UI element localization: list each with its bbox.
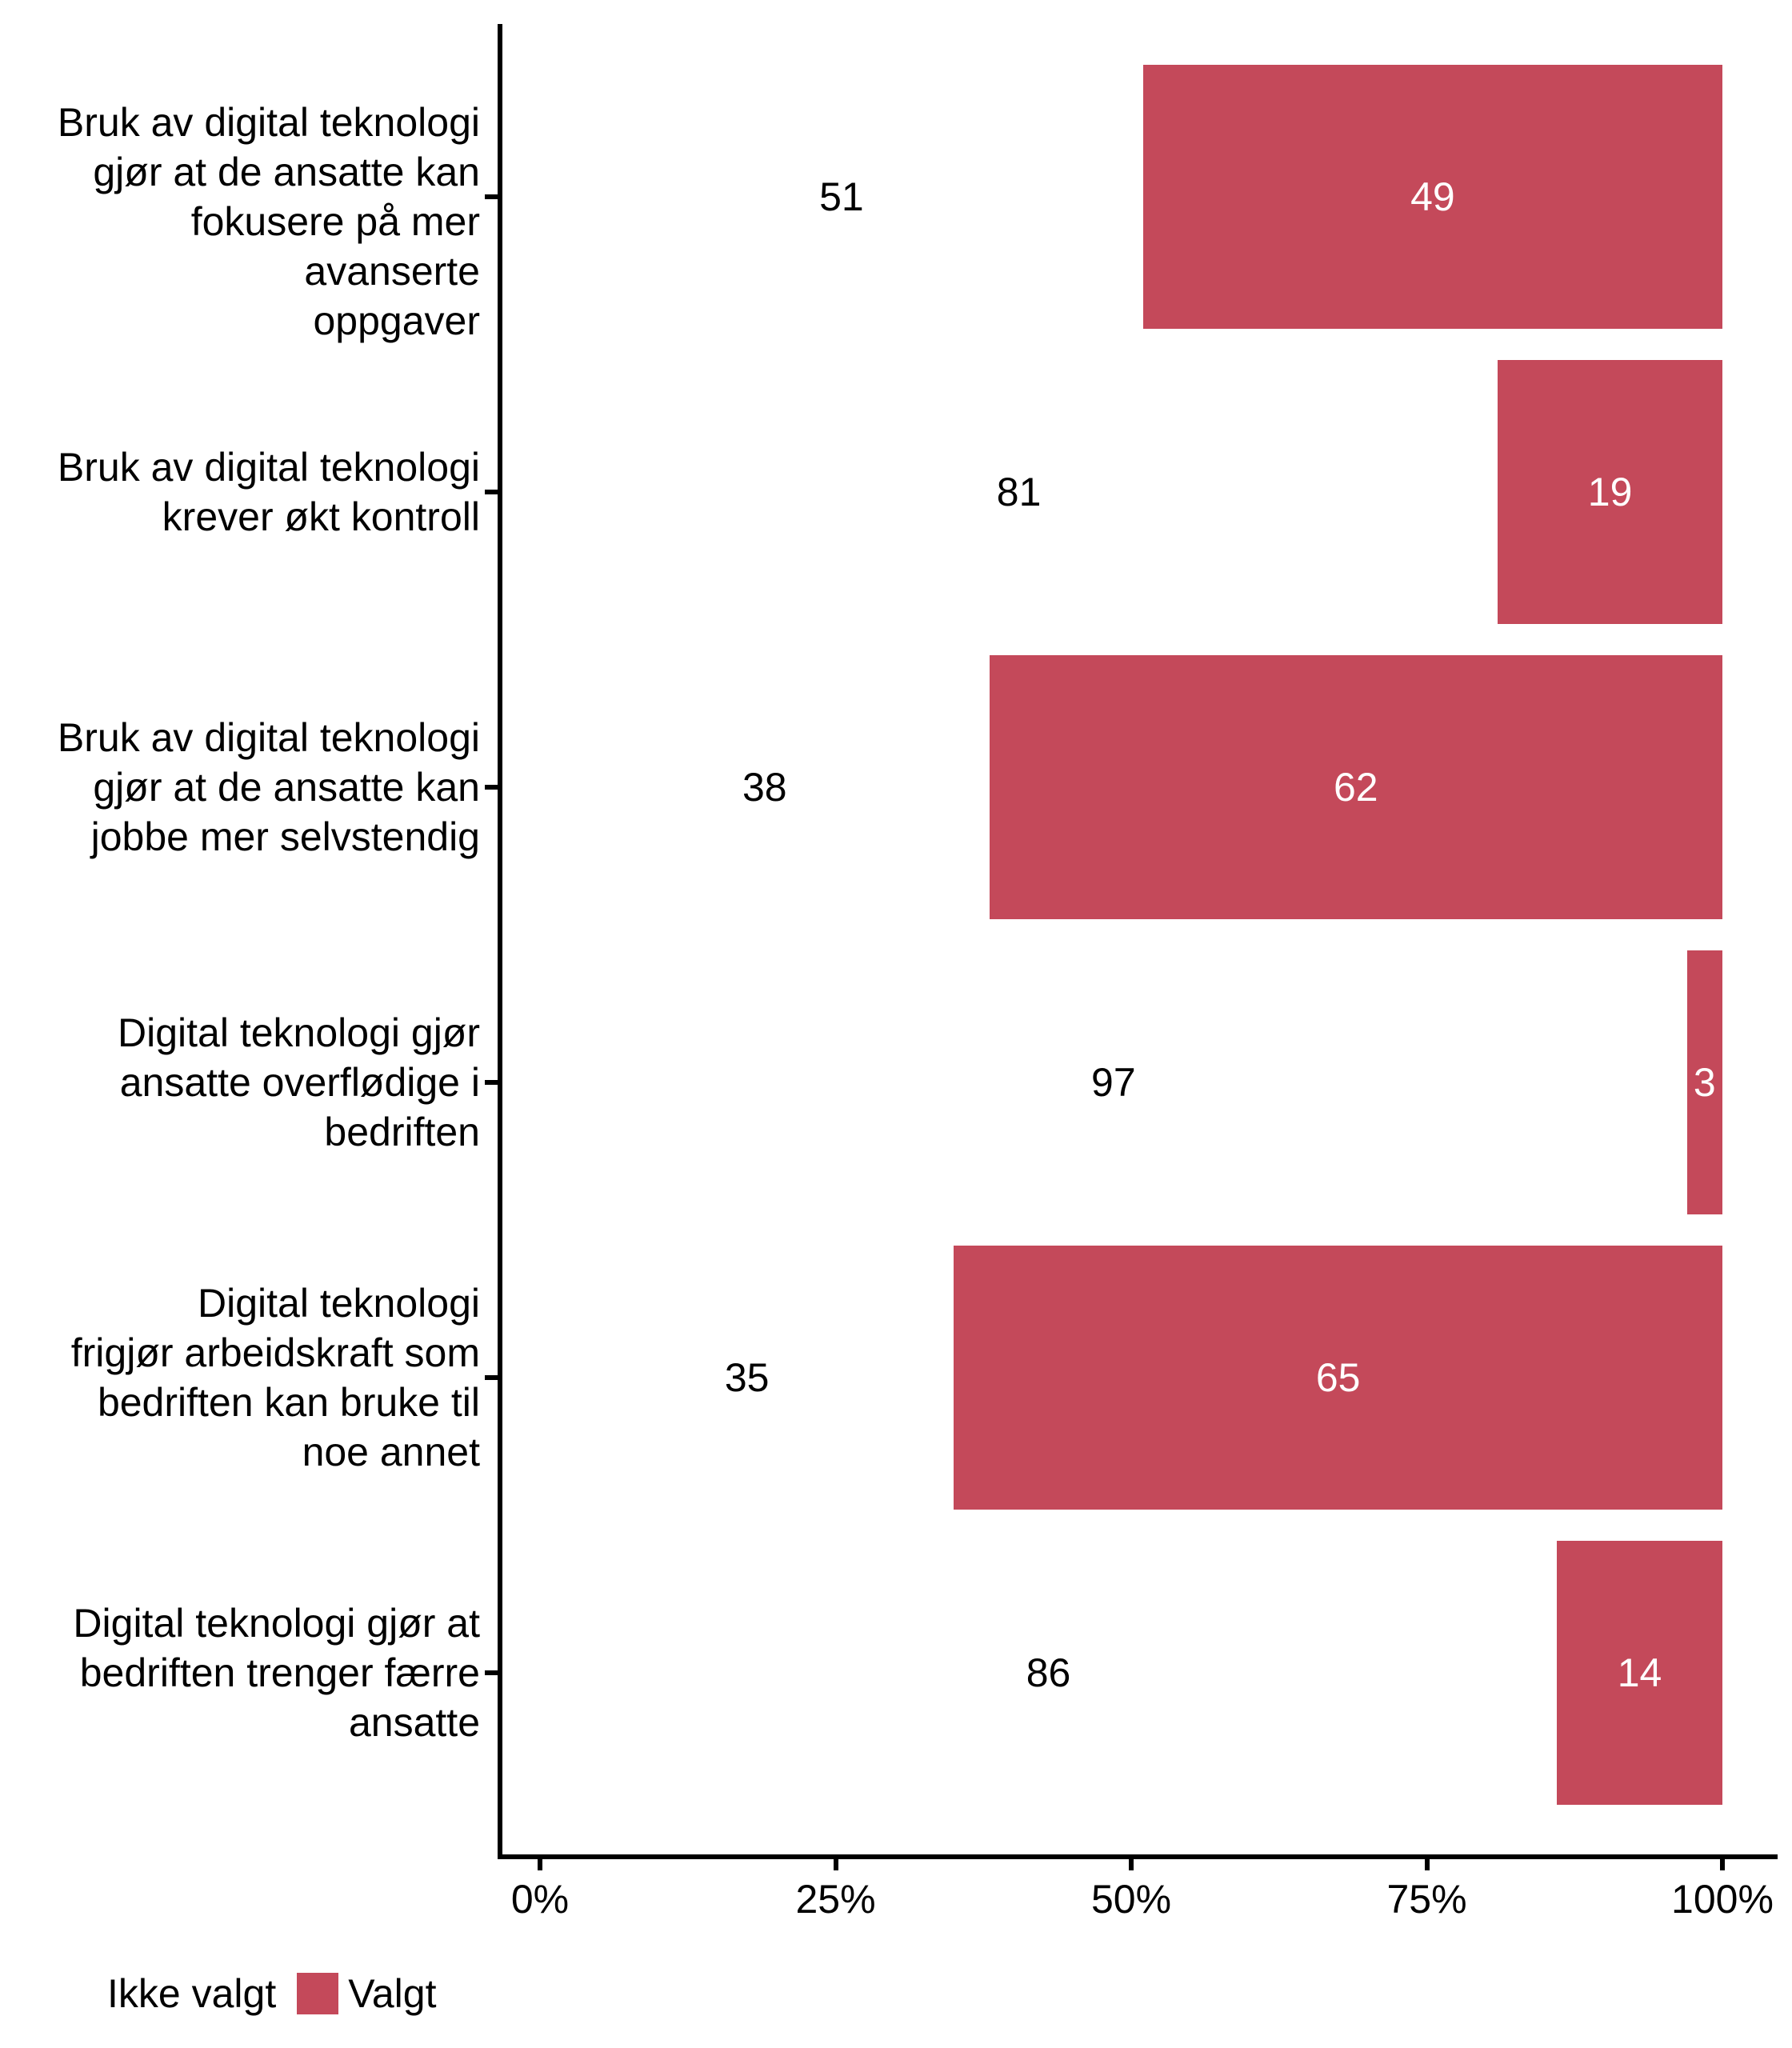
x-axis-line xyxy=(498,1854,1778,1859)
bar-value-label-ikke-valgt: 38 xyxy=(742,765,787,810)
x-axis-tick xyxy=(1129,1859,1134,1870)
bar-segment-ikke-valgt xyxy=(540,360,1498,624)
y-axis-tick xyxy=(485,1080,498,1085)
bar-value-label-valgt: 14 xyxy=(1617,1650,1662,1695)
legend-key-ikke-valgt-swatch xyxy=(56,1973,98,2014)
bar-value-label-valgt: 19 xyxy=(1587,470,1633,514)
bar-value-label-ikke-valgt: 97 xyxy=(1091,1060,1136,1105)
y-axis-tick xyxy=(485,1670,498,1675)
x-axis-tick-label: 0% xyxy=(510,1877,570,1922)
bar-value-label-valgt: 65 xyxy=(1315,1355,1361,1400)
category-label: Bruk av digital teknologi gjør at de ansa… xyxy=(57,715,480,859)
bar-value-label-valgt: 3 xyxy=(1693,1060,1716,1105)
legend-label-valgt: Valgt xyxy=(348,1971,437,2016)
bar-value-label-ikke-valgt: 35 xyxy=(724,1355,770,1400)
legend-key-valgt-swatch xyxy=(297,1973,339,2014)
bar-segment-valgt xyxy=(1142,65,1722,329)
x-axis-tick-label: 75% xyxy=(1386,1877,1467,1922)
legend: Ikke valgt Valgt xyxy=(56,1971,457,2016)
legend-item-ikke-valgt: Ikke valgt xyxy=(56,1970,276,2017)
bar-value-label-ikke-valgt: 51 xyxy=(819,174,864,219)
category-label: Bruk av digital teknologi krever økt kont… xyxy=(57,445,480,539)
bar-segment-ikke-valgt xyxy=(540,655,990,919)
y-axis-tick xyxy=(485,490,498,494)
plot-panel: 51 49 81 19 38 62 97 3 35 65 86 14 xyxy=(485,24,1778,1870)
y-axis-tick xyxy=(485,1375,498,1380)
bar-value-label-valgt: 62 xyxy=(1334,765,1378,810)
x-axis-tick xyxy=(1720,1859,1725,1870)
bar-segment-ikke-valgt xyxy=(540,950,1687,1214)
bar-segment-ikke-valgt xyxy=(540,1246,954,1510)
category-label: Digital teknologi gjør at bedriften treng… xyxy=(73,1601,480,1745)
x-axis-tick xyxy=(538,1859,542,1870)
bar-segment-valgt xyxy=(1498,360,1722,624)
y-axis-line xyxy=(498,24,502,1859)
bar-segment-valgt xyxy=(989,655,1722,919)
x-axis-tick-label: 25% xyxy=(795,1877,876,1922)
bar-segment-ikke-valgt xyxy=(540,65,1143,329)
legend-item-valgt: Valgt xyxy=(297,1970,436,2017)
bar-segment-valgt xyxy=(1686,950,1722,1214)
bar-segment-ikke-valgt xyxy=(540,1541,1558,1805)
bar-value-label-valgt: 49 xyxy=(1410,174,1455,219)
x-axis-tick-label: 50% xyxy=(1090,1877,1172,1922)
bar-segment-valgt xyxy=(954,1246,1722,1510)
category-label: Digital teknologi frigjør arbeidskraft so… xyxy=(70,1281,480,1474)
y-axis-tick xyxy=(485,785,498,790)
bar-value-label-ikke-valgt: 86 xyxy=(1026,1650,1071,1695)
category-label: Digital teknologi gjør ansatte overflødig… xyxy=(118,1010,480,1154)
bar-value-label-ikke-valgt: 81 xyxy=(996,470,1042,514)
x-axis-tick xyxy=(833,1859,838,1870)
y-axis-tick xyxy=(485,194,498,199)
x-axis-tick xyxy=(1424,1859,1430,1870)
category-label: Bruk av digital teknologi gjør at de ansa… xyxy=(57,100,480,343)
bar-segment-valgt xyxy=(1557,1541,1722,1805)
legend-label-ikke-valgt: Ikke valgt xyxy=(107,1971,277,2016)
x-axis-tick-label: 100% xyxy=(1671,1877,1774,1922)
